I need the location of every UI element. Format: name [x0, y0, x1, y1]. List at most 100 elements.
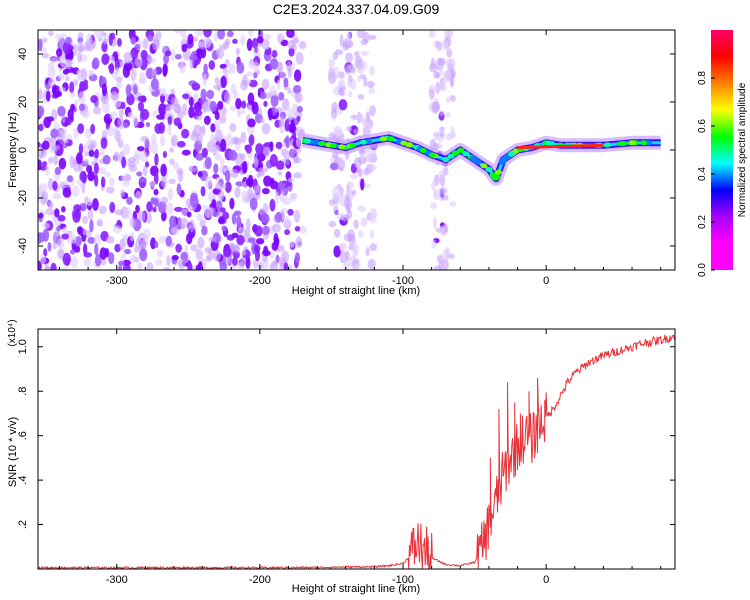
noise-blob	[69, 81, 75, 94]
noise-blob	[152, 38, 160, 51]
noise-blob	[279, 207, 289, 214]
noise-blob	[52, 192, 62, 200]
noise-blob	[122, 180, 130, 187]
noise-blob	[210, 123, 216, 133]
noise-blob	[105, 186, 115, 194]
noise-blob	[201, 125, 206, 136]
noise-blob	[62, 41, 72, 55]
noise-blob	[238, 227, 247, 236]
noise-blob	[117, 138, 124, 149]
noise-blob	[110, 91, 117, 101]
noise-blob	[155, 258, 163, 266]
signal-peak	[318, 141, 326, 147]
noise-blob	[262, 146, 271, 157]
noise-blob	[289, 241, 295, 248]
noise-blob	[204, 246, 212, 254]
noise-blob	[232, 38, 238, 44]
noise-blob	[293, 171, 302, 179]
noise-blob	[46, 116, 54, 122]
noise-blob	[278, 91, 285, 101]
noise-blob	[123, 122, 128, 129]
noise-blob	[78, 161, 83, 174]
noise-blob	[270, 94, 279, 107]
noise-blob	[196, 133, 203, 145]
noise-blob	[248, 134, 255, 146]
noise-blob	[347, 244, 356, 251]
noise-blob	[86, 164, 93, 174]
noise-blob	[38, 183, 48, 192]
noise-blob	[360, 217, 368, 227]
noise-blob	[253, 72, 258, 79]
noise-blob	[273, 233, 279, 245]
spectrogram-y-tick-label: 40	[17, 48, 29, 60]
noise-blob	[189, 54, 198, 61]
snr-x-tick-label: 0	[543, 574, 549, 586]
noise-blob	[38, 123, 44, 132]
noise-blob	[351, 189, 357, 196]
noise-blob	[179, 217, 189, 229]
noise-blob	[229, 105, 237, 112]
noise-blob	[242, 74, 248, 87]
noise-blob	[130, 36, 137, 45]
noise-blob	[81, 171, 87, 184]
noise-blob	[140, 49, 148, 60]
noise-blob	[346, 66, 356, 73]
signal-max-core	[517, 143, 604, 150]
noise-blob	[191, 82, 201, 91]
noise-blob	[146, 201, 153, 213]
noise-blob	[208, 60, 216, 70]
noise-blob	[343, 260, 350, 270]
noise-blob	[117, 38, 122, 47]
noise-blob	[271, 50, 278, 58]
noise-blob	[132, 84, 138, 95]
noise-blob	[42, 228, 50, 242]
noise-blob	[369, 105, 376, 117]
noise-blob	[235, 142, 241, 152]
noise-blob	[88, 69, 95, 77]
signal-peak	[493, 174, 501, 180]
signal-peak	[507, 151, 515, 157]
noise-blob	[174, 53, 182, 60]
noise-blob	[218, 216, 226, 225]
noise-blob	[79, 182, 85, 188]
noise-blob	[81, 108, 90, 119]
noise-blob	[87, 236, 96, 244]
noise-blob	[114, 209, 124, 216]
noise-blob	[151, 133, 157, 145]
noise-blob	[48, 156, 54, 164]
noise-blob	[136, 146, 145, 152]
noise-blob	[269, 198, 276, 212]
noise-blob	[88, 149, 95, 157]
noise-blob	[241, 100, 247, 109]
noise-blob	[120, 189, 125, 198]
noise-blob	[351, 263, 361, 270]
noise-blob	[200, 186, 206, 197]
noise-blob	[173, 117, 182, 127]
noise-blob	[77, 32, 84, 39]
noise-blob	[262, 202, 269, 214]
noise-blob	[162, 266, 171, 270]
signal-peak	[329, 143, 337, 149]
signal-peak	[303, 138, 311, 144]
noise-blob	[169, 158, 175, 165]
noise-blob	[437, 40, 443, 52]
noise-blob	[218, 190, 225, 201]
noise-blob	[159, 135, 166, 147]
noise-blob	[45, 208, 54, 216]
noise-blob	[129, 231, 135, 242]
noise-blob	[283, 77, 289, 88]
noise-blob	[157, 201, 167, 214]
noise-blob	[119, 175, 127, 182]
noise-blob	[292, 37, 299, 44]
noise-blob	[231, 257, 238, 266]
noise-blob	[125, 174, 132, 182]
noise-blob	[78, 103, 86, 112]
noise-blob	[220, 157, 225, 167]
noise-blob	[84, 128, 92, 139]
noise-blob	[109, 111, 118, 120]
noise-blob	[168, 178, 176, 185]
spectrogram-x-tick-label: -100	[392, 275, 414, 287]
noise-blob	[110, 56, 116, 64]
noise-blob	[70, 234, 77, 244]
signal-peak	[457, 147, 465, 153]
